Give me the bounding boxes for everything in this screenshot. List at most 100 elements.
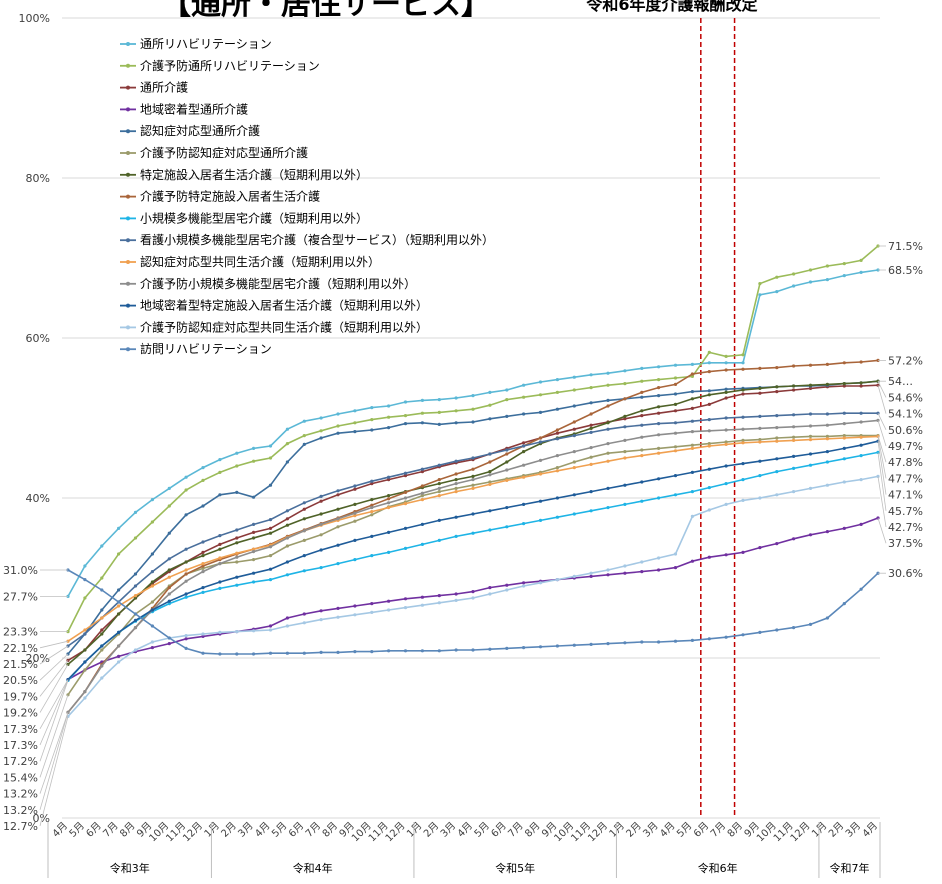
data-point <box>673 552 678 556</box>
data-point <box>505 583 509 587</box>
data-point <box>690 406 695 410</box>
x-tick-label: 1月 <box>607 820 627 840</box>
data-point <box>471 486 475 490</box>
data-point <box>673 431 678 435</box>
data-point <box>420 649 424 653</box>
data-point <box>724 361 728 365</box>
data-point <box>117 644 121 648</box>
data-point <box>623 483 627 487</box>
data-point <box>505 398 509 402</box>
data-point <box>387 478 391 482</box>
data-point <box>555 431 560 435</box>
data-point <box>370 534 374 539</box>
data-point <box>690 559 695 563</box>
data-point <box>370 610 374 615</box>
data-point <box>437 494 441 498</box>
y-tick-label: 40% <box>26 492 50 505</box>
data-point <box>505 525 509 529</box>
data-point <box>775 436 779 440</box>
data-point <box>100 576 104 580</box>
data-point <box>252 652 256 656</box>
x-tick-label: 3月 <box>843 820 863 840</box>
x-tick-label: 7月 <box>506 820 526 840</box>
data-point <box>218 630 222 635</box>
data-point <box>150 570 154 574</box>
x-tick-label: 6月 <box>489 820 509 840</box>
data-point <box>758 630 762 635</box>
data-label: 45.7% <box>888 505 923 518</box>
data-point <box>555 378 560 382</box>
data-point <box>488 390 492 394</box>
data-point <box>775 457 779 461</box>
data-point <box>83 690 87 694</box>
data-label: 54… <box>888 375 913 388</box>
data-point <box>673 421 678 425</box>
data-point <box>505 646 509 651</box>
data-point <box>133 596 138 600</box>
data-point <box>505 448 509 452</box>
data-point <box>471 456 475 460</box>
data-point <box>808 434 813 438</box>
data-point <box>555 578 560 582</box>
x-tick-label: 5月 <box>269 820 289 840</box>
data-point <box>758 459 762 463</box>
data-label: 12.7% <box>3 820 38 833</box>
data-point <box>319 416 323 420</box>
data-point <box>859 411 863 415</box>
data-point <box>589 642 593 647</box>
data-label-leader <box>39 645 69 665</box>
data-point <box>859 360 863 364</box>
data-point <box>555 437 560 441</box>
data-point <box>842 457 846 461</box>
data-point <box>184 637 188 641</box>
data-point <box>218 534 222 538</box>
data-point <box>387 404 391 408</box>
data-point <box>268 628 273 632</box>
data-point <box>235 541 239 545</box>
x-tick-label: 7月 <box>708 820 728 840</box>
data-point <box>690 362 695 366</box>
data-point <box>589 462 593 466</box>
data-point <box>387 550 391 555</box>
data-point <box>150 584 154 588</box>
data-point <box>741 498 745 502</box>
data-point <box>437 478 441 482</box>
data-point <box>319 522 323 527</box>
data-point <box>83 668 87 672</box>
data-label-leader <box>877 441 887 495</box>
data-point <box>133 626 138 630</box>
data-point <box>792 454 796 458</box>
data-point <box>420 494 424 498</box>
data-point <box>758 366 762 370</box>
x-tick-label: 4月 <box>455 820 475 840</box>
data-point <box>505 414 509 418</box>
data-label-leader <box>39 679 69 746</box>
legend-label: 通所リハビリテーション <box>140 37 272 51</box>
data-point <box>353 604 357 608</box>
data-point <box>471 648 475 652</box>
data-point <box>657 451 661 455</box>
data-point <box>167 568 171 572</box>
data-point <box>100 676 104 680</box>
data-point <box>488 482 492 486</box>
data-point <box>741 550 745 555</box>
data-point <box>741 633 745 637</box>
data-point <box>235 575 239 579</box>
data-point <box>454 648 458 652</box>
data-point <box>859 522 863 527</box>
data-point <box>117 552 121 556</box>
data-point <box>488 592 492 596</box>
data-point <box>538 581 543 585</box>
data-point <box>842 411 846 415</box>
data-point <box>285 651 289 655</box>
data-point <box>842 422 846 426</box>
data-point <box>319 618 323 622</box>
legend-marker <box>126 107 130 112</box>
data-point <box>741 361 745 365</box>
data-point <box>640 480 644 484</box>
data-label: 47.8% <box>888 456 923 469</box>
data-point <box>657 568 661 572</box>
data-point <box>572 388 576 392</box>
data-point <box>437 486 441 490</box>
